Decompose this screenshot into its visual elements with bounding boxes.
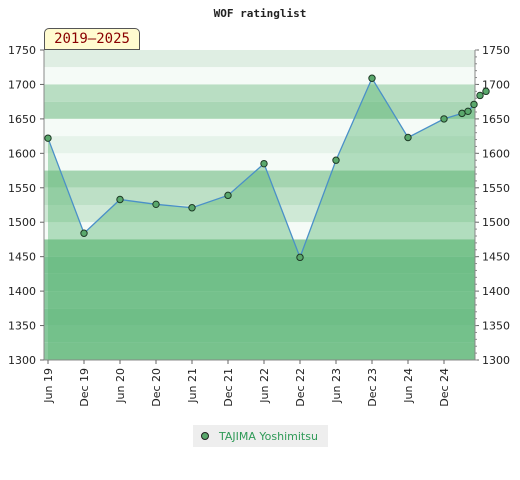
y-tick-label-left: 1650 [8,113,36,126]
grid-band [44,153,475,171]
x-tick-label: Dec 23 [366,368,379,407]
y-tick-label-left: 1700 [8,78,36,91]
y-tick-label-right: 1750 [482,44,510,57]
legend[interactable]: TAJIMA Yoshimitsu [193,425,328,447]
data-point[interactable] [260,159,268,168]
x-tick-label: Dec 22 [294,368,307,407]
grid-band [44,205,475,223]
y-tick-label-right: 1550 [482,182,510,195]
x-tick-label: Jun 20 [114,368,127,404]
y-tick-label-left: 1400 [8,285,36,298]
data-point[interactable] [470,100,478,109]
data-point[interactable] [464,107,472,116]
x-tick-label: Jun 22 [258,368,271,404]
background-bands [44,50,475,360]
grid-band [44,187,475,205]
grid-band [44,101,475,119]
y-tick-label-left: 1600 [8,147,36,160]
y-tick-label-right: 1650 [482,113,510,126]
y-tick-label-left: 1750 [8,44,36,57]
x-tick-label: Dec 19 [78,368,91,407]
x-tick-label: Dec 20 [150,368,163,407]
grid-band [44,67,475,85]
grid-band [44,308,475,326]
data-point[interactable] [116,195,124,204]
grid-band [44,136,475,154]
y-axis-left: 1300 1350 1400 1450 1500 1550 1600 1650 1700 1750 [8,44,44,367]
y-tick-label-right: 1350 [482,320,510,333]
grid-band [44,222,475,240]
y-tick-label-left: 1300 [8,354,36,367]
x-tick-label: Jun 24 [402,368,415,404]
grid-band [44,291,475,309]
grid-band [44,342,475,360]
x-axis: Jun 19 Dec 19 Jun 20 Dec 20 Jun 21 Dec 21 Jun … [42,360,451,407]
grid-band [44,325,475,343]
period-badge: 2019–2025 [44,28,140,50]
grid-band [44,273,475,292]
y-tick-label-right: 1400 [482,285,510,298]
data-point[interactable] [458,109,466,118]
data-point[interactable] [296,253,304,262]
data-point[interactable] [80,229,88,237]
data-point[interactable] [440,115,448,123]
data-point[interactable] [482,87,490,96]
data-point[interactable] [44,134,52,142]
grid-band [44,50,475,68]
x-tick-label: Jun 19 [42,368,55,404]
data-point[interactable] [332,156,340,164]
y-axis-right: 1300 1350 1400 1450 1500 1550 1600 1650 1700 1750 [475,44,510,367]
data-point[interactable] [152,200,160,209]
legend-label-tajima: TAJIMA Yoshimitsu [219,429,318,443]
y-tick-label-right: 1300 [482,354,510,367]
grid-band [44,239,475,257]
grid-band [44,118,475,137]
legend-marker-icon [201,432,209,440]
x-tick-label: Jun 23 [330,368,343,404]
y-tick-label-left: 1550 [8,182,36,195]
y-tick-label-right: 1450 [482,251,510,264]
y-tick-label-left: 1450 [8,251,36,264]
data-point[interactable] [224,191,232,200]
chart-title: WOF ratinglist [214,7,307,20]
x-tick-label: Dec 21 [222,368,235,407]
data-point[interactable] [368,74,376,82]
rating-area [48,78,475,360]
data-point[interactable] [404,133,412,142]
x-tick-label: Dec 24 [438,368,451,407]
y-tick-label-right: 1700 [482,78,510,91]
y-tick-label-left: 1350 [8,320,36,333]
data-point[interactable] [188,204,196,212]
data-point[interactable] [476,91,484,100]
x-tick-label: Jun 21 [186,368,199,404]
grid-band [44,256,475,274]
data-points [44,74,490,262]
y-tick-label-right: 1600 [482,147,510,160]
y-tick-label-left: 1500 [8,216,36,229]
y-tick-label-right: 1500 [482,216,510,229]
grid-band [44,84,475,102]
grid-band [44,170,475,188]
